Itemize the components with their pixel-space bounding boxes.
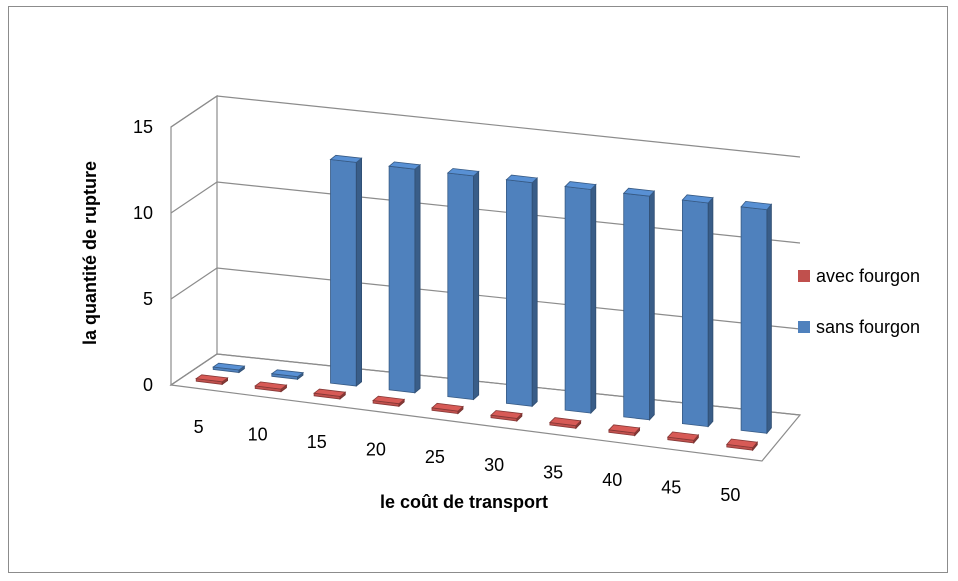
bar-avec-fourgon-30	[491, 411, 522, 422]
x-tick-label: 35	[543, 462, 563, 482]
x-tick-label: 10	[248, 424, 268, 444]
bars	[196, 155, 771, 450]
bar-sans-fourgon-5	[213, 363, 244, 372]
bar-sans-fourgon-30	[506, 175, 537, 406]
legend: avec fourgon sans fourgon	[798, 266, 920, 337]
gridline	[171, 96, 800, 157]
y-axis-ticks: 0 5 10 15	[133, 117, 153, 395]
bar-avec-fourgon-20	[373, 396, 404, 406]
bar-avec-fourgon-25	[432, 403, 463, 413]
side-wall	[171, 96, 217, 385]
bar-sans-fourgon-15	[331, 155, 362, 386]
bar-sans-fourgon-45	[682, 195, 713, 427]
bar-avec-fourgon-45	[668, 432, 699, 443]
bar-sans-fourgon-25	[448, 169, 479, 400]
x-axis-title: le coût de transport	[380, 492, 548, 512]
bar-avec-fourgon-15	[314, 389, 345, 399]
x-tick-label: 30	[484, 455, 504, 475]
y-tick-label: 5	[143, 289, 153, 309]
bar-avec-fourgon-5	[196, 375, 227, 385]
x-tick-label: 50	[720, 485, 740, 505]
bar-sans-fourgon-35	[565, 182, 596, 414]
y-tick-label: 0	[143, 375, 153, 395]
bar-avec-fourgon-40	[609, 425, 640, 436]
bar-sans-fourgon-20	[389, 162, 420, 393]
x-tick-label: 45	[661, 478, 681, 498]
x-tick-label: 40	[602, 470, 622, 490]
legend-label: avec fourgon	[816, 266, 920, 286]
bar-avec-fourgon-10	[255, 382, 286, 392]
bar-sans-fourgon-40	[624, 188, 655, 420]
x-tick-label: 25	[425, 447, 445, 467]
x-tick-label: 5	[194, 417, 204, 437]
legend-swatch	[798, 321, 810, 333]
x-tick-label: 15	[307, 432, 327, 452]
x-tick-label: 20	[366, 440, 386, 460]
y-tick-label: 15	[133, 117, 153, 137]
bar-sans-fourgon-10	[272, 370, 303, 380]
bar-avec-fourgon-35	[550, 418, 581, 429]
bar-sans-fourgon-50	[741, 201, 771, 433]
y-tick-label: 10	[133, 203, 153, 223]
legend-swatch	[798, 270, 810, 282]
bar-avec-fourgon-50	[727, 439, 758, 450]
y-axis-title: la quantité de rupture	[80, 161, 100, 345]
legend-label: sans fourgon	[816, 317, 920, 337]
